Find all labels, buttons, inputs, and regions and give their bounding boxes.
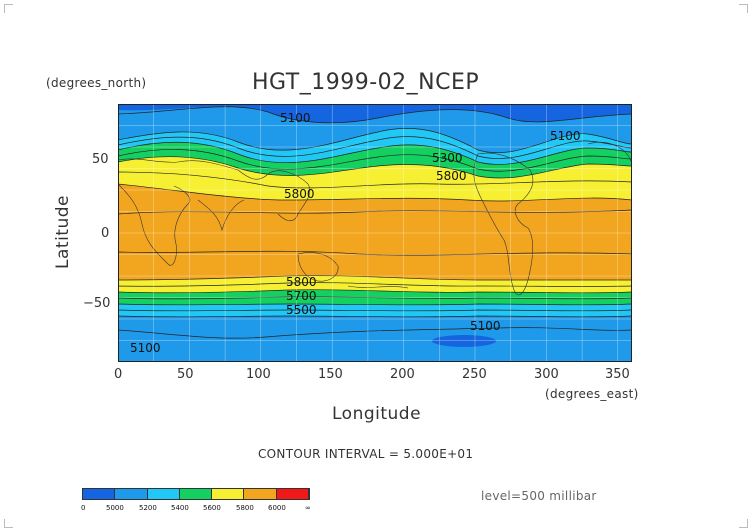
- contour-label-group: 5100 5100 5300 5800 5800 5800 5700 5500 …: [130, 111, 581, 355]
- level-note: level=500 millibar: [481, 489, 597, 503]
- colorbar: [82, 488, 310, 500]
- contour-label: 5700: [286, 289, 317, 303]
- x-tick-label: 350: [605, 367, 630, 382]
- x-tick-label: 150: [318, 367, 343, 382]
- corner-mark: [739, 519, 748, 528]
- x-tick-label: 250: [462, 367, 487, 382]
- contour-label: 5800: [284, 187, 315, 201]
- x-tick-label: 200: [390, 367, 415, 382]
- y-tick-label: 0: [101, 226, 110, 241]
- y-tick-label: 50: [92, 152, 109, 167]
- colorbar-label: ∞: [305, 504, 311, 512]
- contour-label: 5800: [286, 275, 317, 289]
- x-tick-label: 50: [177, 367, 194, 382]
- contour-interval-note: CONTOUR INTERVAL = 5.000E+01: [258, 447, 474, 461]
- colorbar-label: 5400: [171, 504, 189, 512]
- colorbar-segment: [147, 489, 180, 499]
- colorbar-segment: [212, 489, 245, 499]
- colorbar-label: 5000: [106, 504, 124, 512]
- contour-label: 5100: [130, 341, 161, 355]
- contour-label: 5100: [550, 129, 581, 143]
- x-tick-label: 0: [114, 367, 123, 382]
- contour-label: 5300: [432, 151, 463, 165]
- x-axis-title: Longitude: [332, 404, 422, 424]
- x-axis-unit: (degrees_east): [545, 387, 639, 401]
- y-axis-unit: (degrees_north): [46, 76, 147, 90]
- y-axis-title: Latitude: [52, 195, 73, 269]
- contour-label: 5100: [470, 319, 501, 333]
- y-tick-label: −50: [83, 296, 111, 311]
- map-frame: [118, 104, 632, 362]
- colorbar-label: 0: [81, 504, 86, 512]
- coastlines: [118, 142, 632, 296]
- colorbar-label: 5600: [203, 504, 221, 512]
- corner-mark: [4, 4, 13, 13]
- corner-mark: [4, 519, 13, 528]
- colorbar-label: 5800: [236, 504, 254, 512]
- colorbar-segment: [83, 489, 116, 499]
- colorbar-segment: [276, 489, 309, 499]
- map-title: HGT_1999-02_NCEP: [252, 70, 480, 95]
- x-tick-label: 100: [246, 367, 271, 382]
- geopotential-height-map: 5100 5100 5300 5800 5800 5800 5700 5500 …: [118, 104, 632, 362]
- colorbar-segment: [244, 489, 277, 499]
- contour-label: 5500: [286, 303, 317, 317]
- contour-label: 5100: [280, 111, 311, 125]
- corner-mark: [739, 4, 748, 13]
- colorbar-segment: [115, 489, 148, 499]
- band-below-5000-north: [118, 104, 632, 123]
- contour-label: 5800: [436, 169, 467, 183]
- map-grid: [118, 104, 632, 362]
- colorbar-segment: [179, 489, 213, 499]
- x-tick-label: 300: [534, 367, 559, 382]
- colorbar-label: 5200: [139, 504, 157, 512]
- band-below-5000: [432, 335, 496, 347]
- band-5000-5200-south: [118, 316, 632, 362]
- colorbar-label: 6000: [268, 504, 286, 512]
